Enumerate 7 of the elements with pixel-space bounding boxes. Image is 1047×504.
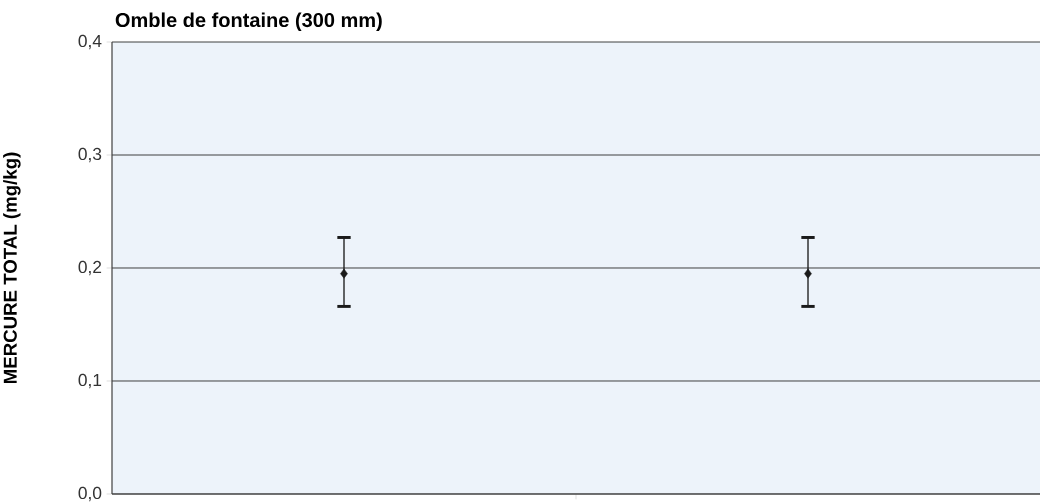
y-tick-label: 0,0 [78, 486, 102, 502]
y-axis-title: MERCURE TOTAL (mg/kg) [3, 152, 21, 384]
y-tick-label: 0,1 [78, 373, 102, 389]
y-tick-label: 0,4 [78, 34, 102, 50]
y-tick-label: 0,2 [78, 260, 102, 276]
y-tick-label: 0,3 [78, 147, 102, 163]
chart-title: Omble de fontaine (300 mm) [115, 12, 382, 32]
